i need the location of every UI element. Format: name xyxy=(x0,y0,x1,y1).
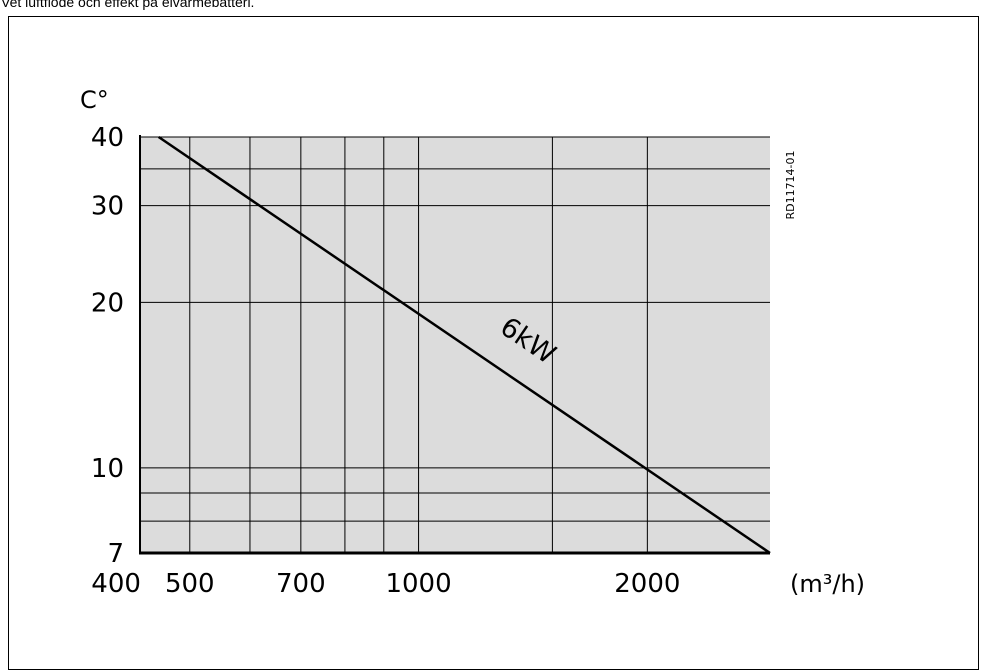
grid-lines xyxy=(140,136,770,553)
x-tick-label-2000: 2000 xyxy=(614,569,680,599)
x-tick-label-400: 400 xyxy=(91,569,141,599)
tick-labels: 7 10 20 30 40 400 500 700 1000 2000 xyxy=(91,123,681,599)
y-axis-unit-label: C° xyxy=(80,86,109,114)
figure-code: RD11714-01 xyxy=(784,150,797,219)
series-lines xyxy=(157,135,771,555)
y-tick-label-10: 10 xyxy=(91,454,124,484)
y-tick-label-7: 7 xyxy=(107,539,124,569)
x-tick-label-500: 500 xyxy=(165,569,215,599)
axes xyxy=(139,135,770,555)
y-tick-label-40: 40 xyxy=(91,123,124,153)
x-axis-unit-label: (m³/h) xyxy=(790,570,865,598)
y-tick-label-20: 20 xyxy=(91,288,124,318)
x-tick-label-700: 700 xyxy=(276,569,326,599)
y-tick-label-30: 30 xyxy=(91,192,124,222)
figure-caption: Vet luftflöde och effekt på elvärmebatte… xyxy=(1,0,255,10)
plot-area xyxy=(140,137,770,553)
x-tick-label-1000: 1000 xyxy=(385,569,451,599)
series-line-6kw xyxy=(157,135,771,555)
